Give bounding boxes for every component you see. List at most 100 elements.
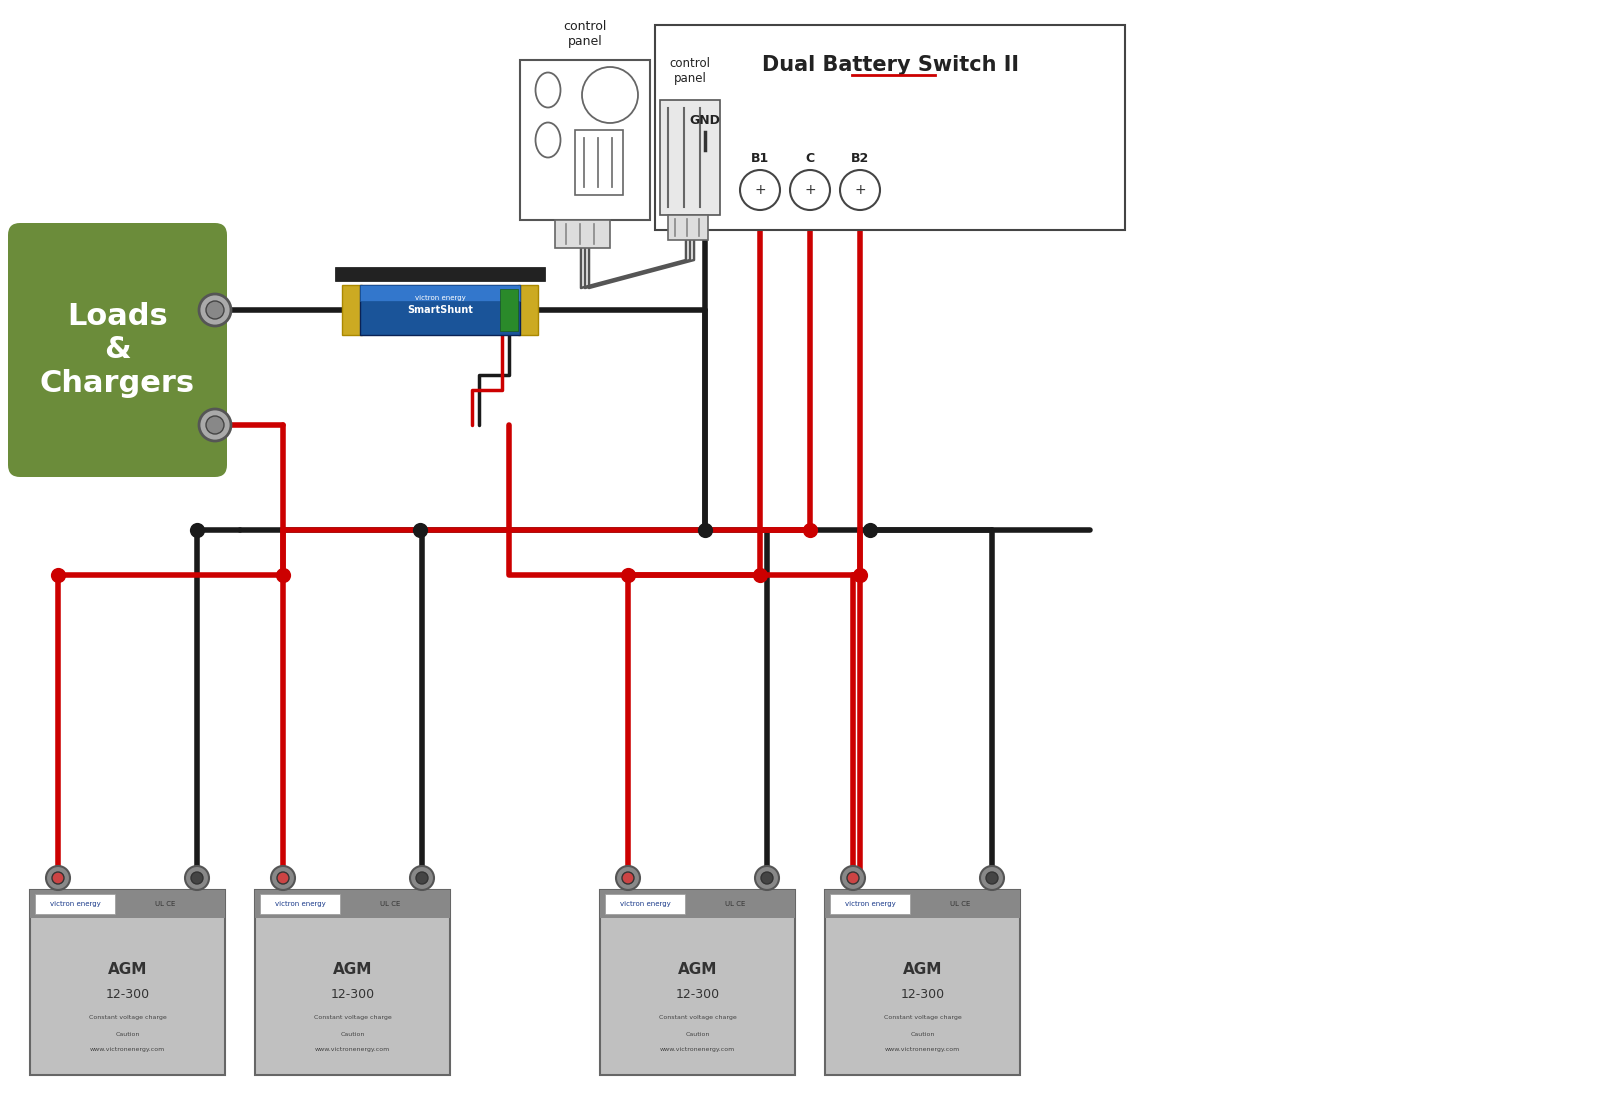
FancyBboxPatch shape <box>360 285 520 301</box>
FancyBboxPatch shape <box>605 894 685 914</box>
Text: SmartShunt: SmartShunt <box>406 305 474 315</box>
FancyBboxPatch shape <box>360 285 520 335</box>
Text: AGM: AGM <box>902 963 942 977</box>
Text: www.victronenergy.com: www.victronenergy.com <box>659 1047 734 1053</box>
FancyBboxPatch shape <box>342 285 362 335</box>
Circle shape <box>842 866 866 890</box>
Text: www.victronenergy.com: www.victronenergy.com <box>315 1047 390 1053</box>
Circle shape <box>51 872 64 884</box>
Circle shape <box>186 866 210 890</box>
Circle shape <box>198 294 230 326</box>
FancyBboxPatch shape <box>35 894 115 914</box>
Point <box>858 521 883 538</box>
Text: www.victronenergy.com: www.victronenergy.com <box>90 1047 165 1053</box>
Point <box>747 566 773 584</box>
Circle shape <box>190 872 203 884</box>
Circle shape <box>762 872 773 884</box>
Text: GND: GND <box>690 113 720 126</box>
FancyBboxPatch shape <box>520 60 650 220</box>
Text: Caution: Caution <box>685 1032 710 1036</box>
Circle shape <box>46 866 70 890</box>
FancyBboxPatch shape <box>574 130 622 195</box>
FancyBboxPatch shape <box>830 894 910 914</box>
Point <box>406 521 432 538</box>
FancyBboxPatch shape <box>30 890 226 1075</box>
FancyBboxPatch shape <box>30 890 226 919</box>
Circle shape <box>739 170 781 211</box>
FancyBboxPatch shape <box>555 220 610 248</box>
Text: Dual Battery Switch II: Dual Battery Switch II <box>762 55 1019 75</box>
Text: AGM: AGM <box>333 963 373 977</box>
Text: UL CE: UL CE <box>725 901 746 907</box>
Text: Constant voltage charge: Constant voltage charge <box>883 1016 962 1020</box>
Text: 12-300: 12-300 <box>675 988 720 1002</box>
Text: Loads
&
Chargers: Loads & Chargers <box>40 301 195 398</box>
Circle shape <box>206 301 224 319</box>
Text: B1: B1 <box>750 152 770 164</box>
FancyBboxPatch shape <box>826 890 1021 919</box>
Circle shape <box>840 170 880 211</box>
Text: Caution: Caution <box>115 1032 139 1036</box>
FancyBboxPatch shape <box>661 100 720 215</box>
Circle shape <box>846 872 859 884</box>
Point <box>614 566 640 584</box>
Circle shape <box>790 170 830 211</box>
Text: +: + <box>805 183 816 197</box>
Point <box>184 521 210 538</box>
FancyBboxPatch shape <box>654 25 1125 230</box>
Point <box>848 566 874 584</box>
Text: +: + <box>754 183 766 197</box>
Text: victron energy: victron energy <box>275 901 325 907</box>
Circle shape <box>198 409 230 441</box>
Circle shape <box>410 866 434 890</box>
Text: victron energy: victron energy <box>50 901 101 907</box>
Circle shape <box>270 866 294 890</box>
Circle shape <box>277 872 290 884</box>
Text: Constant voltage charge: Constant voltage charge <box>659 1016 736 1020</box>
Text: Caution: Caution <box>910 1032 934 1036</box>
Text: control
panel: control panel <box>563 20 606 48</box>
Text: UL CE: UL CE <box>379 901 400 907</box>
Circle shape <box>206 416 224 434</box>
Text: 12-300: 12-300 <box>106 988 149 1002</box>
Text: AGM: AGM <box>107 963 147 977</box>
Text: UL CE: UL CE <box>155 901 174 907</box>
Text: 12-300: 12-300 <box>901 988 944 1002</box>
Text: Caution: Caution <box>341 1032 365 1036</box>
Text: C: C <box>805 152 814 164</box>
Text: Constant voltage charge: Constant voltage charge <box>314 1016 392 1020</box>
Point <box>45 566 70 584</box>
Circle shape <box>616 866 640 890</box>
Text: victron energy: victron energy <box>414 295 466 301</box>
Point <box>693 521 718 538</box>
Text: +: + <box>854 183 866 197</box>
Text: control
panel: control panel <box>669 57 710 85</box>
FancyBboxPatch shape <box>518 285 538 335</box>
FancyBboxPatch shape <box>499 289 518 331</box>
FancyBboxPatch shape <box>669 215 707 240</box>
FancyBboxPatch shape <box>254 890 450 919</box>
FancyBboxPatch shape <box>8 223 227 478</box>
Circle shape <box>755 866 779 890</box>
Point <box>270 566 296 584</box>
Circle shape <box>986 872 998 884</box>
Point <box>797 521 822 538</box>
Text: AGM: AGM <box>678 963 717 977</box>
FancyBboxPatch shape <box>826 890 1021 1075</box>
Circle shape <box>582 66 638 123</box>
Text: UL CE: UL CE <box>950 901 970 907</box>
Text: victron energy: victron energy <box>845 901 896 907</box>
Text: victron energy: victron energy <box>619 901 670 907</box>
Circle shape <box>979 866 1005 890</box>
Text: Constant voltage charge: Constant voltage charge <box>88 1016 166 1020</box>
Circle shape <box>622 872 634 884</box>
FancyBboxPatch shape <box>254 890 450 1075</box>
FancyBboxPatch shape <box>259 894 339 914</box>
FancyBboxPatch shape <box>600 890 795 919</box>
Text: www.victronenergy.com: www.victronenergy.com <box>885 1047 960 1053</box>
Text: B2: B2 <box>851 152 869 164</box>
Circle shape <box>416 872 429 884</box>
Text: 12-300: 12-300 <box>331 988 374 1002</box>
FancyBboxPatch shape <box>334 267 546 281</box>
FancyBboxPatch shape <box>600 890 795 1075</box>
